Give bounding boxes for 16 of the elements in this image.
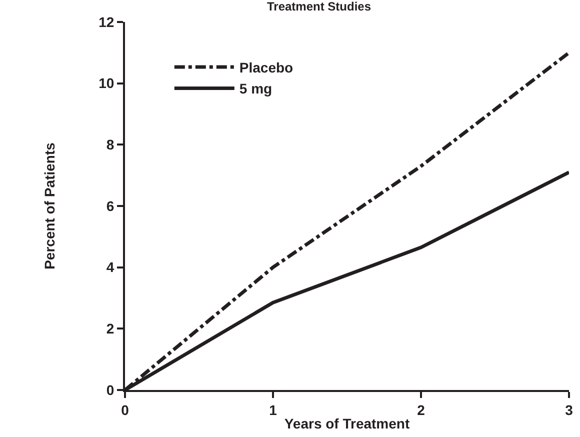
y-tick-label: 12 xyxy=(98,14,114,30)
y-tick-label: 6 xyxy=(106,198,114,214)
y-tick-label: 0 xyxy=(106,382,114,398)
x-tick-label: 2 xyxy=(417,402,426,418)
y-tick-label: 2 xyxy=(106,320,114,337)
legend-label: 5 mg xyxy=(239,80,272,97)
y-tick-label: 8 xyxy=(106,136,114,153)
y-tick-label: 4 xyxy=(106,259,114,276)
x-tick-label: 0 xyxy=(121,402,130,418)
y-tick-label: 10 xyxy=(98,75,114,92)
x-axis-title: Years of Treatment xyxy=(284,416,410,432)
x-tick-label: 3 xyxy=(565,402,574,418)
x-tick-label: 1 xyxy=(269,402,278,418)
y-axis-title: Percent of Patients xyxy=(42,142,58,270)
legend-label: Placebo xyxy=(239,60,294,76)
chart-title: Treatment Studies xyxy=(266,0,372,14)
